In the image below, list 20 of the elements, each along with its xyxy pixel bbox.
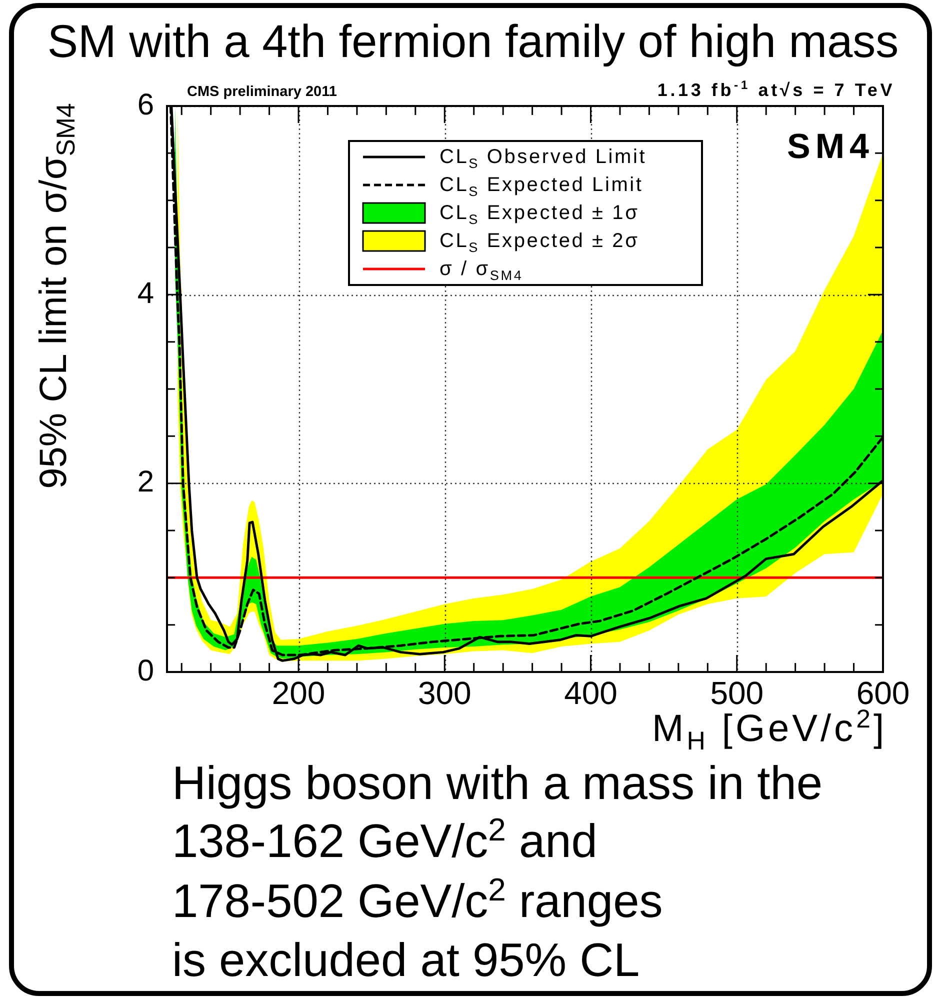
text: 178-502 GeV/c$^{2}$ ranges — [172, 871, 663, 927]
legend-label: CL$_{S}$ Observed Limit — [440, 146, 647, 170]
y-tick-label: 4 — [137, 276, 154, 310]
x-tick-label: 400 — [564, 675, 618, 712]
legend-label: σ / σ$_{SM4}$ — [440, 258, 524, 282]
x-tick-label: 300 — [418, 675, 472, 712]
chart-title: SM with a 4th fermion family of high mass — [47, 15, 899, 67]
annotation: SM4 — [787, 127, 874, 166]
legend-label: CL$_{S}$ Expected ± 2σ — [440, 230, 640, 254]
x-tick-label: 200 — [272, 675, 326, 712]
text: 138-162 GeV/c$^{2}$ and — [172, 811, 598, 867]
text: Higgs boson with a mass in the — [172, 756, 822, 809]
y-tick-label: 0 — [137, 654, 154, 688]
text: is excluded at 95% CL — [172, 933, 640, 986]
text: 1.13 fb$^{-1}$ at√s = 7 TeV — [657, 78, 895, 100]
legend-label: CL$_{S}$ Expected Limit — [440, 174, 644, 198]
y-tick-label: 6 — [137, 88, 154, 122]
legend-label: CL$_{S}$ Expected ± 1σ — [440, 202, 640, 226]
text: CMS preliminary 2011 — [187, 84, 337, 100]
y-tick-label: 2 — [137, 466, 154, 499]
